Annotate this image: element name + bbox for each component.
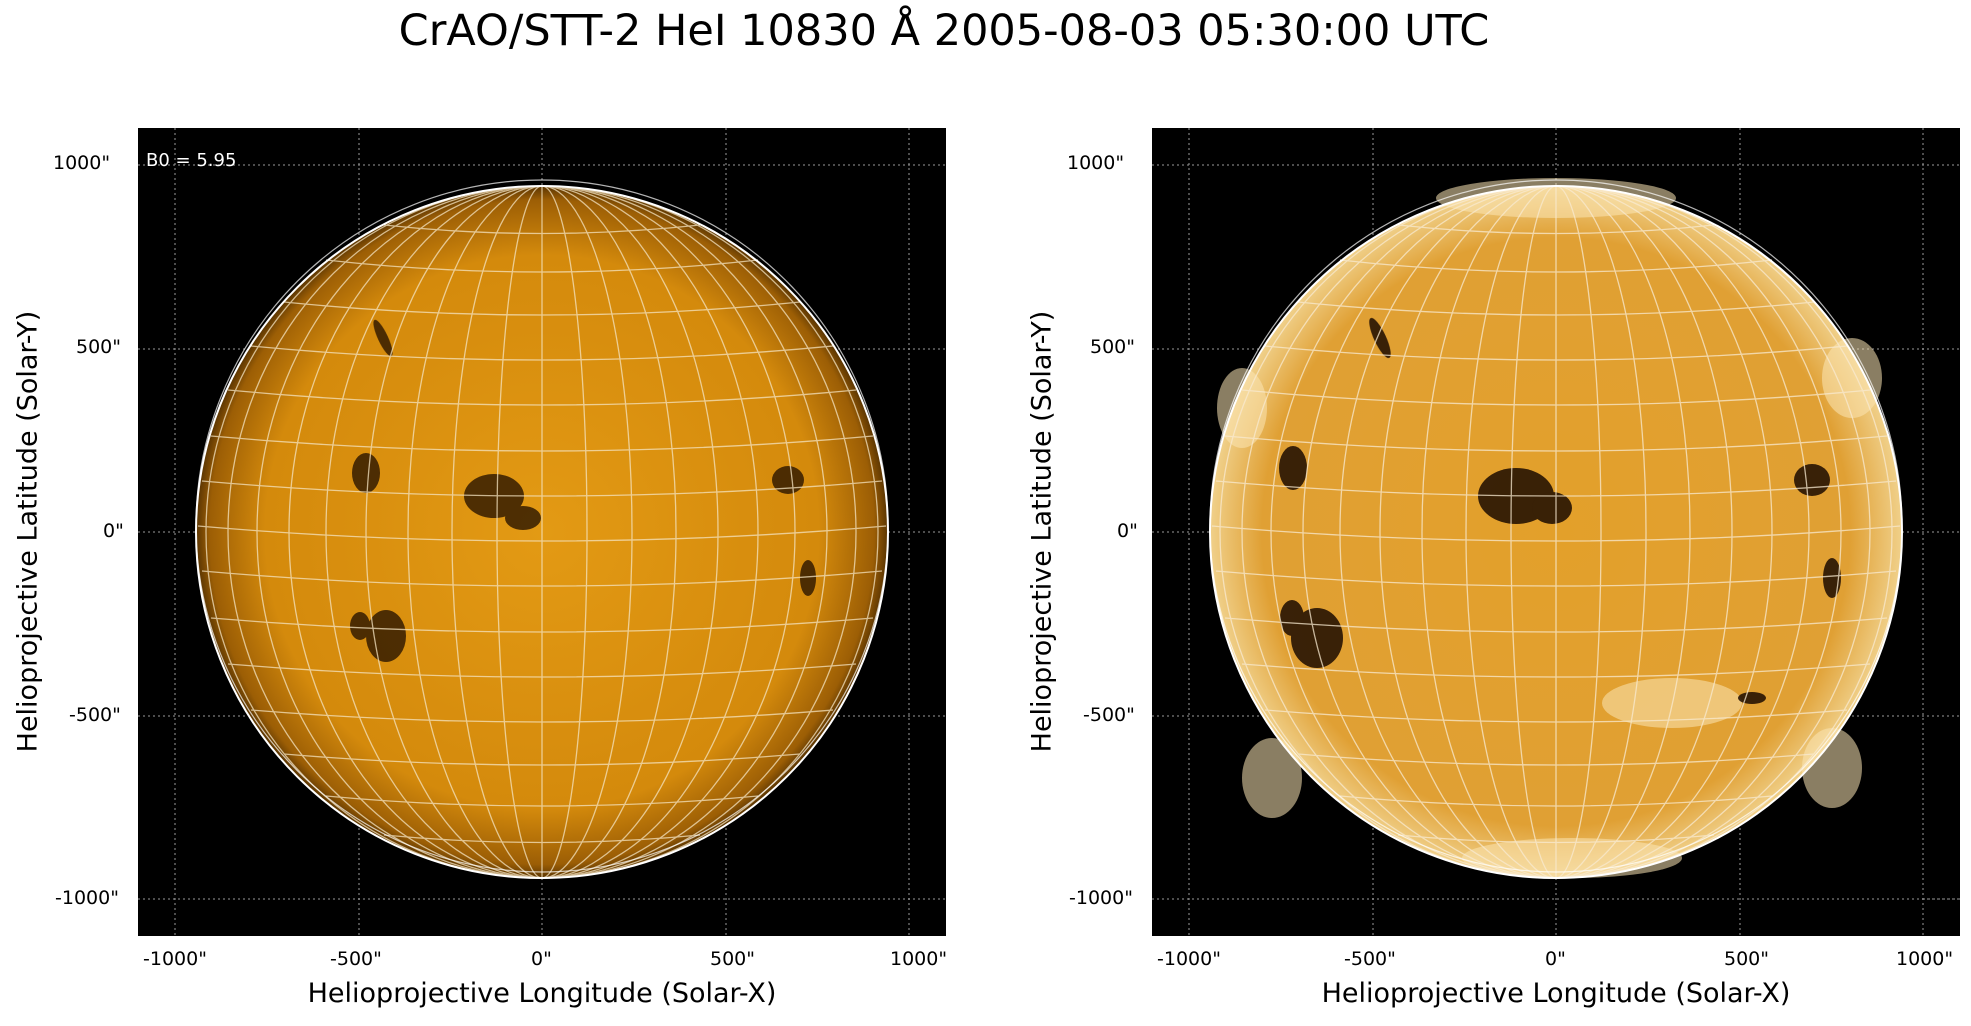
right-xtick-neg500: -500" (1344, 948, 1396, 970)
right-y-axis-label: Helioprojective Latitude (Solar-Y) (1026, 310, 1058, 753)
left-y-axis-label: Helioprojective Latitude (Solar-Y) (12, 310, 44, 753)
left-ytick-500: 500" (76, 336, 122, 358)
right-ytick-0: 0" (1117, 520, 1138, 542)
left-ytick-0: 0" (103, 520, 124, 542)
left-ytick-neg500: -500" (69, 704, 121, 726)
left-xtick-neg500: -500" (330, 948, 382, 970)
b0-annotation: B0 = 5.95 (146, 150, 237, 171)
right-xtick-1000: 1000" (1896, 948, 1954, 970)
left-solar-image-panel: B0 = 5.95 (138, 128, 946, 936)
left-xtick-500: 500" (710, 948, 756, 970)
right-xtick-500: 500" (1724, 948, 1770, 970)
right-ytick-500: 500" (1090, 336, 1136, 358)
right-dark-features (1279, 317, 1841, 704)
right-ytick-neg1000: -1000" (1069, 887, 1133, 909)
left-xtick-0: 0" (531, 948, 552, 970)
left-ytick-1000: 1000" (53, 152, 111, 174)
figure-title: CrAO/STT-2 HeI 10830 Å 2005-08-03 05:30:… (398, 6, 1490, 56)
right-solar-image-panel (1152, 128, 1960, 936)
right-solar-disk (1152, 128, 1960, 936)
left-dark-features (350, 319, 816, 662)
right-xtick-neg1000: -1000" (1157, 948, 1221, 970)
left-xtick-1000: 1000" (890, 948, 948, 970)
right-xtick-0: 0" (1545, 948, 1566, 970)
left-solar-disk (138, 128, 946, 936)
left-xtick-neg1000: -1000" (143, 948, 207, 970)
left-ytick-neg1000: -1000" (55, 887, 119, 909)
left-x-axis-label: Helioprojective Longitude (Solar-X) (307, 978, 777, 1009)
right-x-axis-label: Helioprojective Longitude (Solar-X) (1321, 978, 1791, 1009)
right-ytick-neg500: -500" (1083, 704, 1135, 726)
right-ytick-1000: 1000" (1067, 152, 1125, 174)
